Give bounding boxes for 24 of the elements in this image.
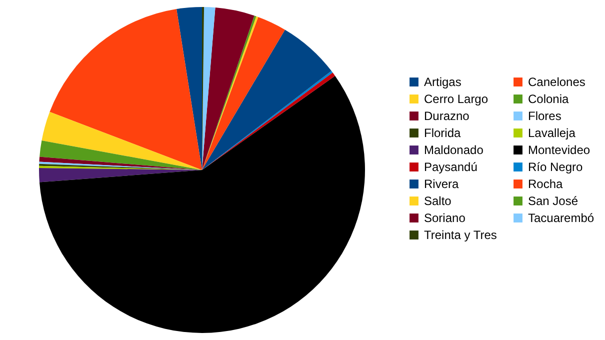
- legend-label: Tacuarembó: [528, 211, 594, 225]
- legend-label: Flores: [528, 109, 562, 123]
- legend-label: Artigas: [424, 75, 462, 89]
- legend-label: Lavalleja: [528, 126, 576, 140]
- legend-label: Rocha: [528, 177, 564, 191]
- legend-label: Treinta y Tres: [424, 228, 497, 242]
- pie-slice: [39, 76, 365, 333]
- legend-label: Florida: [424, 126, 462, 140]
- legend-label: Paysandú: [424, 160, 478, 174]
- legend-label: Salto: [424, 194, 452, 208]
- legend-label: Montevideo: [528, 143, 590, 157]
- pie-slice: [39, 156, 202, 170]
- legend-label: Río Negro: [528, 160, 584, 174]
- legend-label: San José: [528, 194, 578, 208]
- pie-slice: [202, 7, 216, 170]
- legend-label: Cerro Largo: [424, 92, 488, 106]
- pie-slice: [42, 112, 202, 170]
- legend-label: Maldonado: [424, 143, 484, 157]
- pie-slice: [40, 140, 202, 170]
- legend-label: Durazno: [424, 109, 470, 123]
- legend-label: Colonia: [528, 92, 570, 106]
- legend-label: Soriano: [424, 211, 466, 225]
- legend-label: Rivera: [424, 177, 459, 191]
- legend-label: Canelones: [528, 75, 586, 89]
